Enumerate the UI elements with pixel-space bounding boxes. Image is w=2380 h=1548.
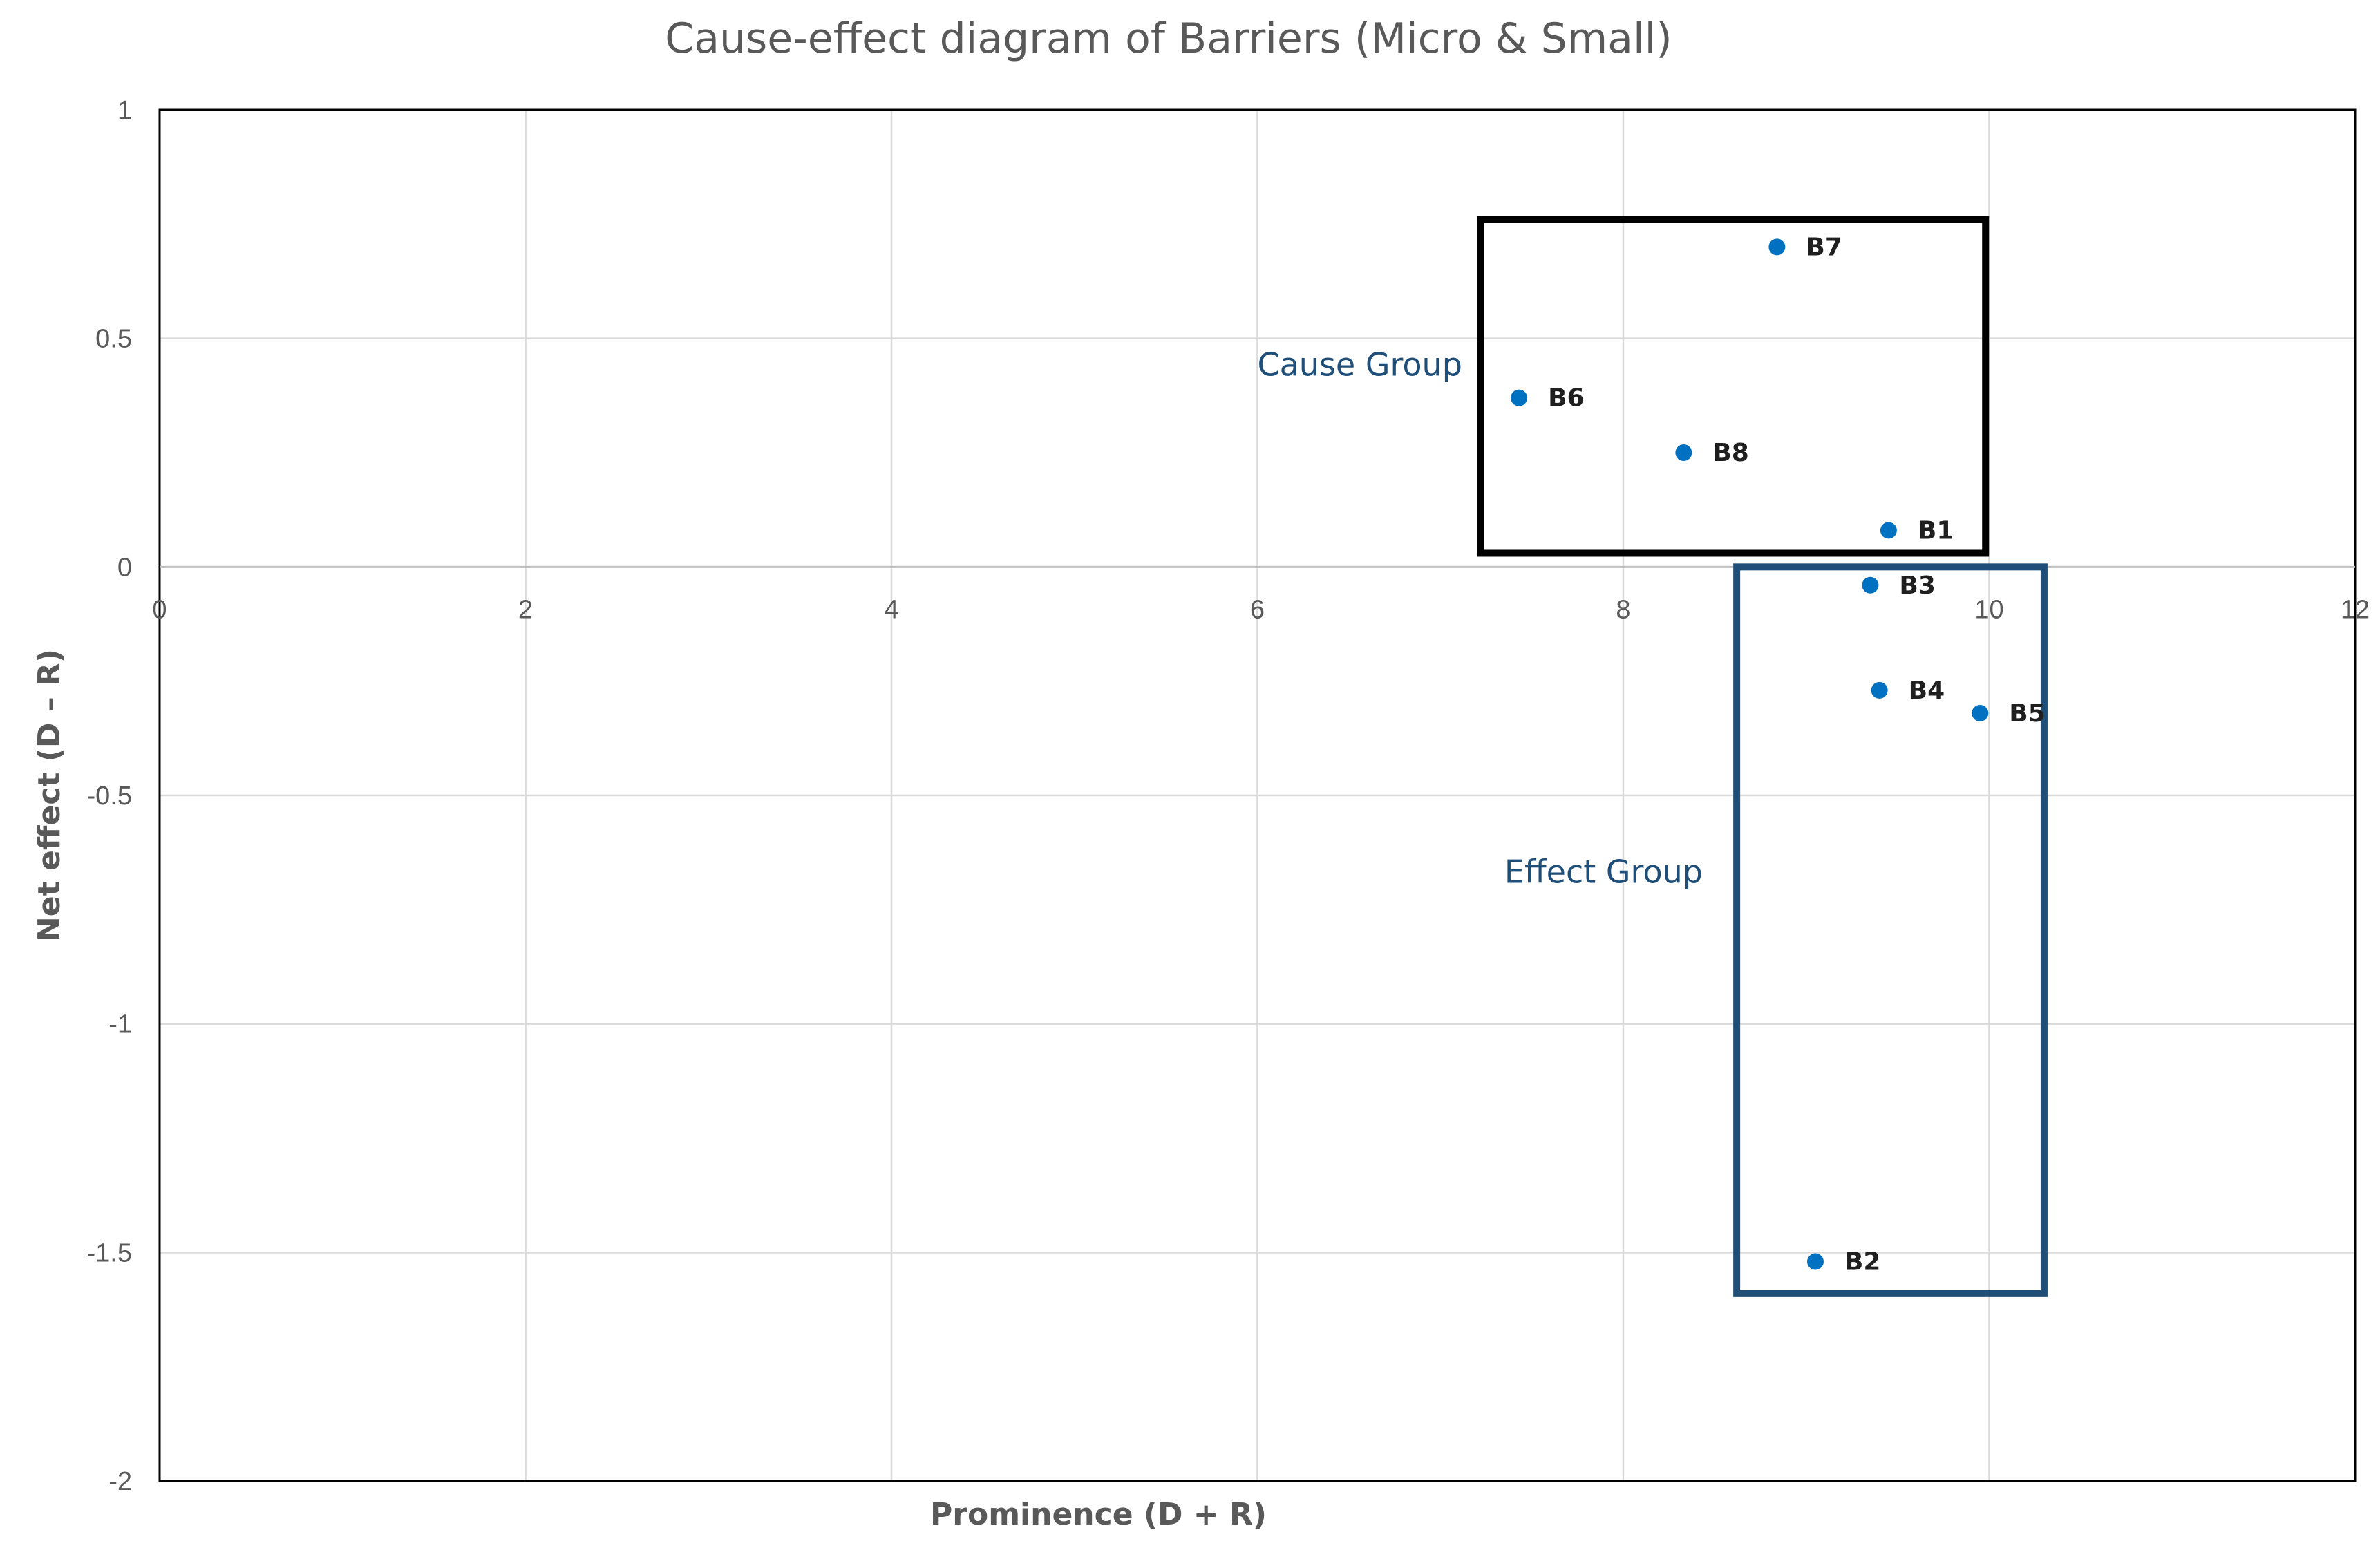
data-label-b3: B3 (1899, 572, 1936, 600)
x-tick-label: 4 (884, 595, 898, 624)
effect-group-label: Effect Group (1504, 853, 1703, 890)
x-tick-label: 10 (1974, 595, 2003, 624)
data-points: B1 B2 B3 B4 B5 B6 B7 B8 (1511, 233, 2046, 1276)
y-axis-ticks: 1 0.5 0 -0.5 -1 -1.5 -2 (87, 96, 132, 1496)
data-point-b1 (1880, 522, 1897, 539)
group-boxes (1477, 216, 2048, 1297)
data-label-b6: B6 (1548, 384, 1585, 413)
y-tick-label: -1 (108, 1010, 132, 1039)
y-tick-label: -0.5 (87, 782, 132, 811)
data-point-b7 (1768, 238, 1786, 256)
x-tick-label: 6 (1250, 595, 1265, 624)
cause-group-label: Cause Group (1258, 346, 1462, 383)
x-tick-label: 12 (2341, 595, 2370, 624)
data-label-b2: B2 (1844, 1248, 1881, 1276)
data-label-b5: B5 (2009, 699, 2046, 728)
y-axis-title: Net effect (D – R) (32, 649, 67, 942)
data-label-b7: B7 (1806, 233, 1842, 261)
group-labels: Cause Group Effect Group (1258, 346, 1703, 890)
data-point-b3 (1862, 576, 1879, 594)
data-point-b5 (1972, 704, 1989, 721)
data-point-b6 (1511, 389, 1528, 406)
cause-group-box (1477, 216, 1990, 557)
y-tick-label: 1 (117, 96, 132, 125)
x-tick-label: 8 (1616, 595, 1630, 624)
data-point-b2 (1806, 1253, 1824, 1270)
data-label-b4: B4 (1909, 677, 1945, 705)
y-tick-label: 0 (117, 553, 132, 582)
chart-title: Cause-effect diagram of Barriers (Micro … (665, 15, 1672, 63)
y-tick-label: 0.5 (95, 325, 132, 354)
gridlines (160, 110, 2355, 1481)
data-point-b4 (1871, 681, 1888, 699)
plot-area-border (158, 108, 2357, 1482)
data-label-b1: B1 (1918, 516, 1954, 545)
y-tick-label: -1.5 (87, 1238, 132, 1267)
data-label-b8: B8 (1712, 439, 1749, 467)
x-axis-ticks: 0 2 4 6 8 10 12 (152, 595, 2370, 624)
x-axis-title: Prominence (D + R) (930, 1497, 1267, 1532)
data-point-b8 (1675, 444, 1692, 461)
x-tick-label: 0 (152, 595, 167, 624)
y-tick-label: -2 (108, 1467, 132, 1496)
x-tick-label: 2 (518, 595, 533, 624)
effect-group-box (1733, 563, 2048, 1297)
